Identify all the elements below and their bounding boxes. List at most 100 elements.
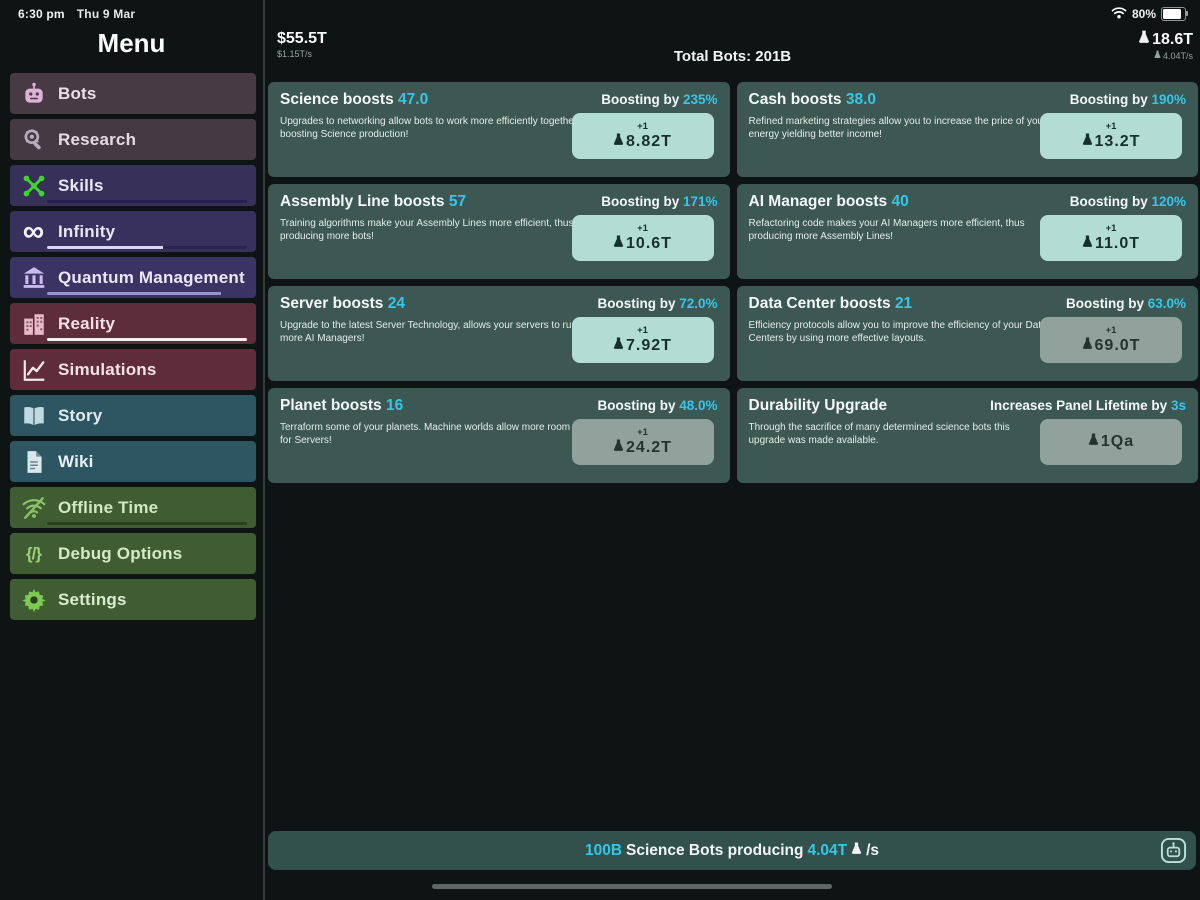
infinity-icon: ∞ <box>22 214 45 248</box>
robot-app-icon[interactable] <box>1160 837 1187 864</box>
sidebar-item-research[interactable]: Research <box>10 119 256 160</box>
research-icon <box>20 126 47 153</box>
card-description: Refined marketing strategies allow you t… <box>748 116 1047 141</box>
sidebar-item-label: Wiki <box>58 451 94 471</box>
flask-icon <box>613 133 624 151</box>
sidebar-item-reality[interactable]: Reality <box>10 303 256 344</box>
cash-value: $55.5T <box>277 30 327 47</box>
sidebar-item-label: Settings <box>58 589 127 609</box>
buy-cost: 8.82T <box>613 133 672 151</box>
sidebar-item-simulations[interactable]: Simulations <box>10 349 256 390</box>
card-description: Training algorithms make your Assembly L… <box>280 218 574 243</box>
card-boost: Boosting by 120% <box>1069 194 1186 209</box>
sidebar-item-debug-options[interactable]: {/} Debug Options <box>10 533 256 574</box>
wifi-off-icon <box>20 494 47 521</box>
buy-cost: 1Qa <box>1088 433 1134 451</box>
buy-cost: 13.2T <box>1082 133 1141 151</box>
flask-icon <box>1154 50 1161 61</box>
boost-card-data-center-boosts: Data Center boosts 21 Boosting by 63.0% Ef… <box>736 286 1198 381</box>
buy-increment: +1 <box>637 121 648 133</box>
code-icon: {/} <box>26 544 42 563</box>
sidebar-item-label: Offline Time <box>58 497 159 517</box>
boost-card-planet-boosts: Planet boosts 16 Boosting by 48.0% Terrafo… <box>268 388 730 483</box>
sidebar: Menu Bots Research Skills ∞ Infinity Quantum … <box>0 0 265 900</box>
buy-cost: 11.0T <box>1082 235 1140 253</box>
boost-card-durability-upgrade: Durability Upgrade Increases Panel Lifeti… <box>736 388 1198 483</box>
sidebar-item-label: Debug Options <box>58 543 183 563</box>
menu-title: Menu <box>97 28 166 58</box>
science-block: 18.6T 4.04T/s <box>1138 30 1193 61</box>
buy-button[interactable]: +1 24.2T <box>571 419 714 465</box>
card-title: Assembly Line boosts 57 <box>280 193 467 210</box>
total-bots-label: Total Bots: 201B <box>673 48 792 65</box>
boost-card-server-boosts: Server boosts 24 Boosting by 72.0% Upgrade… <box>268 286 730 381</box>
boost-percent: 120% <box>1151 194 1186 209</box>
status-date: Thu 9 Mar <box>76 7 136 21</box>
buy-cost: 24.2T <box>613 439 672 457</box>
card-description: Through the sacrifice of many determined… <box>748 422 1010 447</box>
card-title: Server boosts 24 <box>280 295 405 312</box>
bot-count: 100B <box>584 841 623 859</box>
boost-percent: 48.0% <box>679 398 718 413</box>
buy-button[interactable]: +1 11.0T <box>1040 215 1182 261</box>
boost-count: 38.0 <box>845 91 876 108</box>
sidebar-item-label: Reality <box>58 313 116 333</box>
sidebar-item-skills[interactable]: Skills <box>10 165 256 206</box>
sidebar-item-label: Quantum Management <box>58 267 245 287</box>
sidebar-item-wiki[interactable]: Wiki <box>10 441 256 482</box>
buy-button[interactable]: +1 69.0T <box>1040 317 1182 363</box>
main-panel: $55.5T $1.15T/s Total Bots: 201B 18.6T 4… <box>265 0 1200 900</box>
sidebar-item-infinity[interactable]: ∞ Infinity <box>10 211 256 252</box>
card-title: Planet boosts 16 <box>280 397 404 414</box>
flask-icon <box>1082 337 1093 355</box>
card-description: Terraform some of your planets. Machine … <box>280 422 571 447</box>
progress-bar <box>47 200 247 203</box>
science-rate: 4.04T/s <box>1138 50 1193 61</box>
battery-icon <box>1161 7 1188 21</box>
flask-icon <box>613 439 624 457</box>
buy-cost: 7.92T <box>613 337 672 355</box>
card-title: Cash boosts 38.0 <box>748 91 877 108</box>
buy-increment: +1 <box>637 427 648 439</box>
flask-icon <box>613 235 624 253</box>
flask-icon <box>1082 235 1093 253</box>
boost-percent: 63.0% <box>1147 296 1186 311</box>
sidebar-item-settings[interactable]: Settings <box>10 579 256 620</box>
boost-card-science-boosts: Science boosts 47.0 Boosting by 235% Upgra… <box>268 82 730 177</box>
progress-bar <box>47 246 247 249</box>
boost-percent: 72.0% <box>679 296 718 311</box>
buy-increment: +1 <box>1105 223 1117 235</box>
cash-rate: $1.15T/s <box>277 49 313 59</box>
card-boost: Increases Panel Lifetime by 3s <box>990 398 1186 413</box>
status-bar: 6:30 pm Thu 9 Mar 80% <box>0 0 1200 26</box>
production-bar: 100B Science Bots producing 4.04T /s <box>268 831 1196 870</box>
buy-button[interactable]: +1 10.6T <box>571 215 714 261</box>
card-title: Data Center boosts 21 <box>748 295 913 312</box>
boost-count: 40 <box>891 193 909 210</box>
sidebar-item-label: Research <box>58 129 137 149</box>
battery-percent: 80% <box>1131 7 1156 21</box>
robot-icon <box>20 80 47 107</box>
sidebar-item-story[interactable]: Story <box>10 395 256 436</box>
document-icon <box>20 448 47 475</box>
progress-bar <box>47 292 247 295</box>
flask-icon <box>851 842 862 860</box>
card-boost: Boosting by 72.0% <box>597 296 718 311</box>
sidebar-item-quantum-management[interactable]: Quantum Management <box>10 257 256 298</box>
sidebar-item-offline-time[interactable]: Offline Time <box>10 487 256 528</box>
sidebar-item-label: Story <box>58 405 103 425</box>
card-boost: Boosting by 171% <box>601 194 718 209</box>
buy-button[interactable]: +1 8.82T <box>571 113 714 159</box>
sidebar-item-bots[interactable]: Bots <box>10 73 256 114</box>
sidebar-menu: Bots Research Skills ∞ Infinity Quantum Manag… <box>10 73 256 620</box>
boost-count: 47.0 <box>398 91 429 108</box>
boost-percent: 3s <box>1170 398 1186 413</box>
scrollbar[interactable] <box>432 884 832 889</box>
buy-button[interactable]: +1 13.2T <box>1040 113 1182 159</box>
buy-button[interactable]: +1 7.92T <box>571 317 714 363</box>
buy-cost: 69.0T <box>1082 337 1141 355</box>
buy-button[interactable]: 1Qa <box>1040 419 1182 465</box>
sidebar-item-label: Skills <box>58 175 104 195</box>
card-boost: Boosting by 190% <box>1069 92 1186 107</box>
chart-icon <box>20 356 47 383</box>
